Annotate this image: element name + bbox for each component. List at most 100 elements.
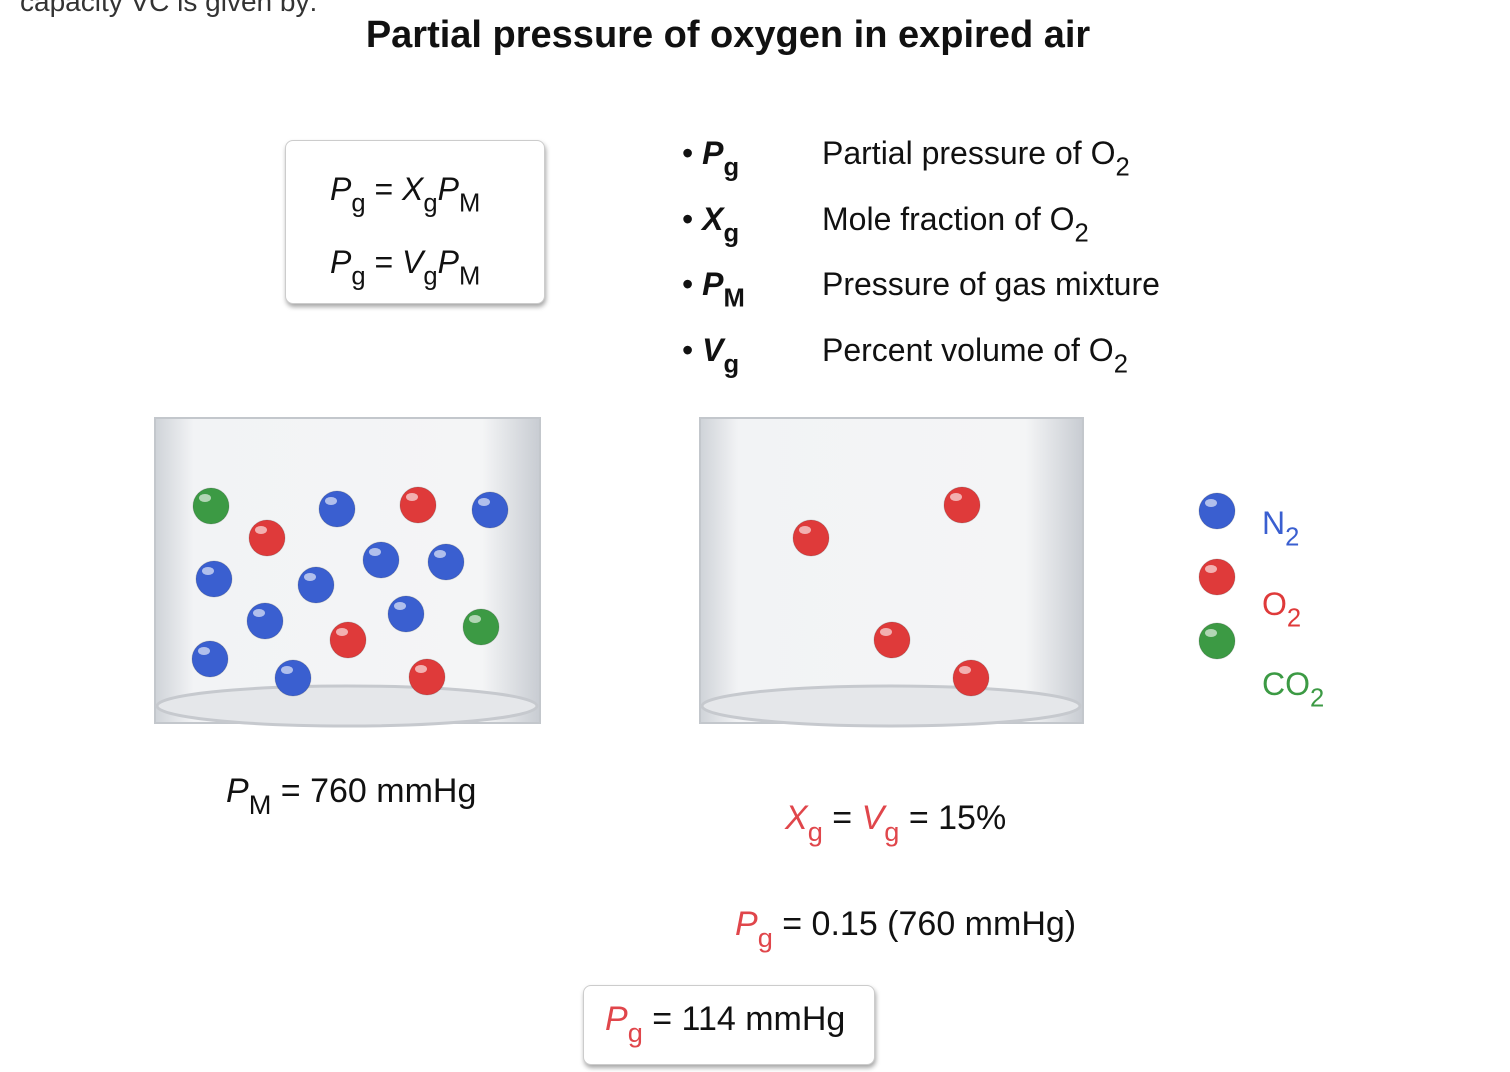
expression: Pg = 0.15 (760 mmHg) xyxy=(735,878,1076,984)
highlight xyxy=(1205,565,1217,573)
symbol: P xyxy=(605,1000,628,1038)
symbol: = 15% xyxy=(899,799,1007,837)
bullet: • xyxy=(682,331,703,368)
subscript: g xyxy=(884,816,900,848)
molecule xyxy=(873,621,911,659)
formula-box xyxy=(285,140,545,304)
definition-text: Pressure of gas mixture xyxy=(822,259,1160,310)
subscript: M xyxy=(458,262,481,291)
highlight xyxy=(199,494,211,502)
legend-marker xyxy=(1198,558,1236,596)
left-label: PM = 760 mmHg xyxy=(226,772,476,821)
definition-symbol: V xyxy=(702,331,724,368)
definition-subscript: g xyxy=(723,219,740,248)
subscript: g xyxy=(757,922,773,954)
definitions: • Pg Partial pressure of O2 • Xg Mole fract… xyxy=(682,128,1160,391)
subscript: M xyxy=(458,189,481,218)
highlight xyxy=(325,497,337,505)
molecule xyxy=(387,595,425,633)
molecule xyxy=(408,658,446,696)
bullet: • xyxy=(682,266,703,303)
symbol: X xyxy=(785,799,808,837)
subscript: g xyxy=(807,816,823,848)
legend-name: O xyxy=(1262,585,1287,622)
definition-row: • PM Pressure of gas mixture xyxy=(682,259,1160,325)
highlight xyxy=(304,573,316,581)
definition-subscript: M xyxy=(723,284,745,313)
definition-symbol: P xyxy=(702,135,724,171)
highlight xyxy=(253,609,265,617)
bullet: • xyxy=(682,135,703,171)
legend-marker xyxy=(1198,492,1236,530)
molecule xyxy=(191,640,229,678)
highlight xyxy=(415,665,427,673)
definition-label: Partial pressure of O xyxy=(822,135,1116,171)
legend-subscript: 2 xyxy=(1310,684,1325,713)
molecule xyxy=(462,608,500,646)
definition-subscript: g xyxy=(723,350,740,379)
definition-label-subscript: 2 xyxy=(1115,153,1130,182)
legend-entry: CO2 xyxy=(1262,651,1324,732)
highlight xyxy=(434,550,446,558)
legend: N2 O2 CO2 xyxy=(1262,490,1324,732)
molecule xyxy=(471,491,509,529)
molecule xyxy=(952,659,990,697)
definition-symbol: P xyxy=(702,266,724,303)
molecule xyxy=(195,560,233,598)
expression: PM = 760 mmHg xyxy=(226,772,476,821)
highlight xyxy=(369,548,381,556)
definition-row: • Vg Percent volume of O2 xyxy=(682,325,1128,391)
legend-marker xyxy=(1198,622,1236,660)
molecule xyxy=(943,486,981,524)
legend-name: CO xyxy=(1262,666,1310,703)
molecule xyxy=(318,490,356,528)
legend-entry: O2 xyxy=(1262,571,1324,652)
highlight xyxy=(469,615,481,623)
highlight xyxy=(198,647,210,655)
highlight xyxy=(394,602,406,610)
symbol: = 760 mmHg xyxy=(271,772,477,810)
highlight xyxy=(406,493,418,501)
symbol: P xyxy=(735,905,758,944)
symbol: P xyxy=(437,243,459,280)
highlight xyxy=(950,493,962,501)
molecule xyxy=(248,519,286,557)
expression: Pg = VgPM xyxy=(330,233,480,306)
legend-subscript: 2 xyxy=(1285,523,1300,552)
legend-name: N xyxy=(1262,505,1286,541)
symbol: X xyxy=(402,171,424,207)
result-text: Pg = 114 mmHg xyxy=(605,1000,845,1049)
definition-row: • Pg Partial pressure of O2 xyxy=(682,128,1130,194)
definition-label: Mole fraction of O xyxy=(822,200,1075,237)
molecule xyxy=(362,541,400,579)
subscript: g xyxy=(627,1017,643,1049)
highlight xyxy=(281,666,293,674)
molecule xyxy=(297,566,335,604)
molecule xyxy=(274,659,312,697)
highlight xyxy=(880,628,892,636)
highlight xyxy=(202,567,214,575)
symbol: P xyxy=(226,772,249,810)
symbol: = xyxy=(365,243,403,280)
highlight xyxy=(959,666,971,674)
molecule xyxy=(246,602,284,640)
symbol: = 0.15 (760 mmHg) xyxy=(772,905,1077,944)
highlight xyxy=(336,628,348,636)
highlight xyxy=(1205,629,1217,637)
definition-label-subscript: 2 xyxy=(1113,350,1128,379)
subscript: g xyxy=(423,262,438,291)
symbol: = xyxy=(365,171,403,207)
molecule xyxy=(192,487,230,525)
expression: Pg = XgPM xyxy=(330,160,480,233)
subscript: M xyxy=(248,789,272,821)
subscript: g xyxy=(423,189,438,218)
symbol: P xyxy=(437,171,459,207)
molecule xyxy=(792,519,830,557)
subscript: g xyxy=(351,189,366,218)
definition-subscript: g xyxy=(723,153,740,182)
expression: Xg = Vg = 15% xyxy=(785,772,1076,878)
symbol: = xyxy=(822,799,862,837)
right-labels: Xg = Vg = 15% Pg = 0.15 (760 mmHg) xyxy=(735,772,1076,984)
title: Partial pressure of oxygen in expired ai… xyxy=(365,14,1091,56)
